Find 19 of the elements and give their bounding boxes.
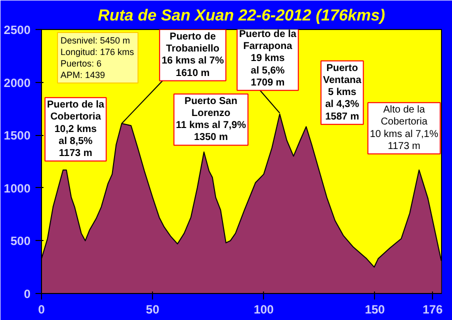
y-tick-label: 2500 [4,23,31,37]
x-tick-label: 50 [146,302,160,316]
annotation: Puerto de la Cobertoria 10,2 kms al 8,5% 1173 m [46,100,105,160]
y-tick-label: 1500 [4,128,31,143]
chart-title: Ruta de San Xuan 22-6-2012 (176kms) [98,8,386,24]
x-tick-label: 100 [254,302,274,316]
annotation: Desnivel: 5450 m Longitud: 176 kms Puertos: 6 APM: 1439 [60,36,135,80]
annotation: Puerto de la Farrapona 19 kms al 5,6% 1709 m [239,29,297,88]
annotation: Puerto de Trobaniello 16 kms al 7% 1610 m [162,31,224,79]
x-tick-label: 0 [38,302,46,316]
annotation: Puerto San Lorenzo 11 kms al 7,9% 1350 m [176,96,246,144]
annotation: Alto de la Cobertoria 10 kms al 7,1% 1173 m [370,104,438,152]
y-tick-label: 0 [24,287,31,301]
y-tick-label: 1000 [4,181,31,196]
x-tick-label: 150 [364,302,386,316]
y-tick-label: 500 [10,234,31,248]
x-tick-label: 176 [422,302,443,316]
y-tick-label: 2000 [4,76,31,90]
annotation: Puerto Ventana 5 kms al 4,3% 1587 m [322,62,362,122]
